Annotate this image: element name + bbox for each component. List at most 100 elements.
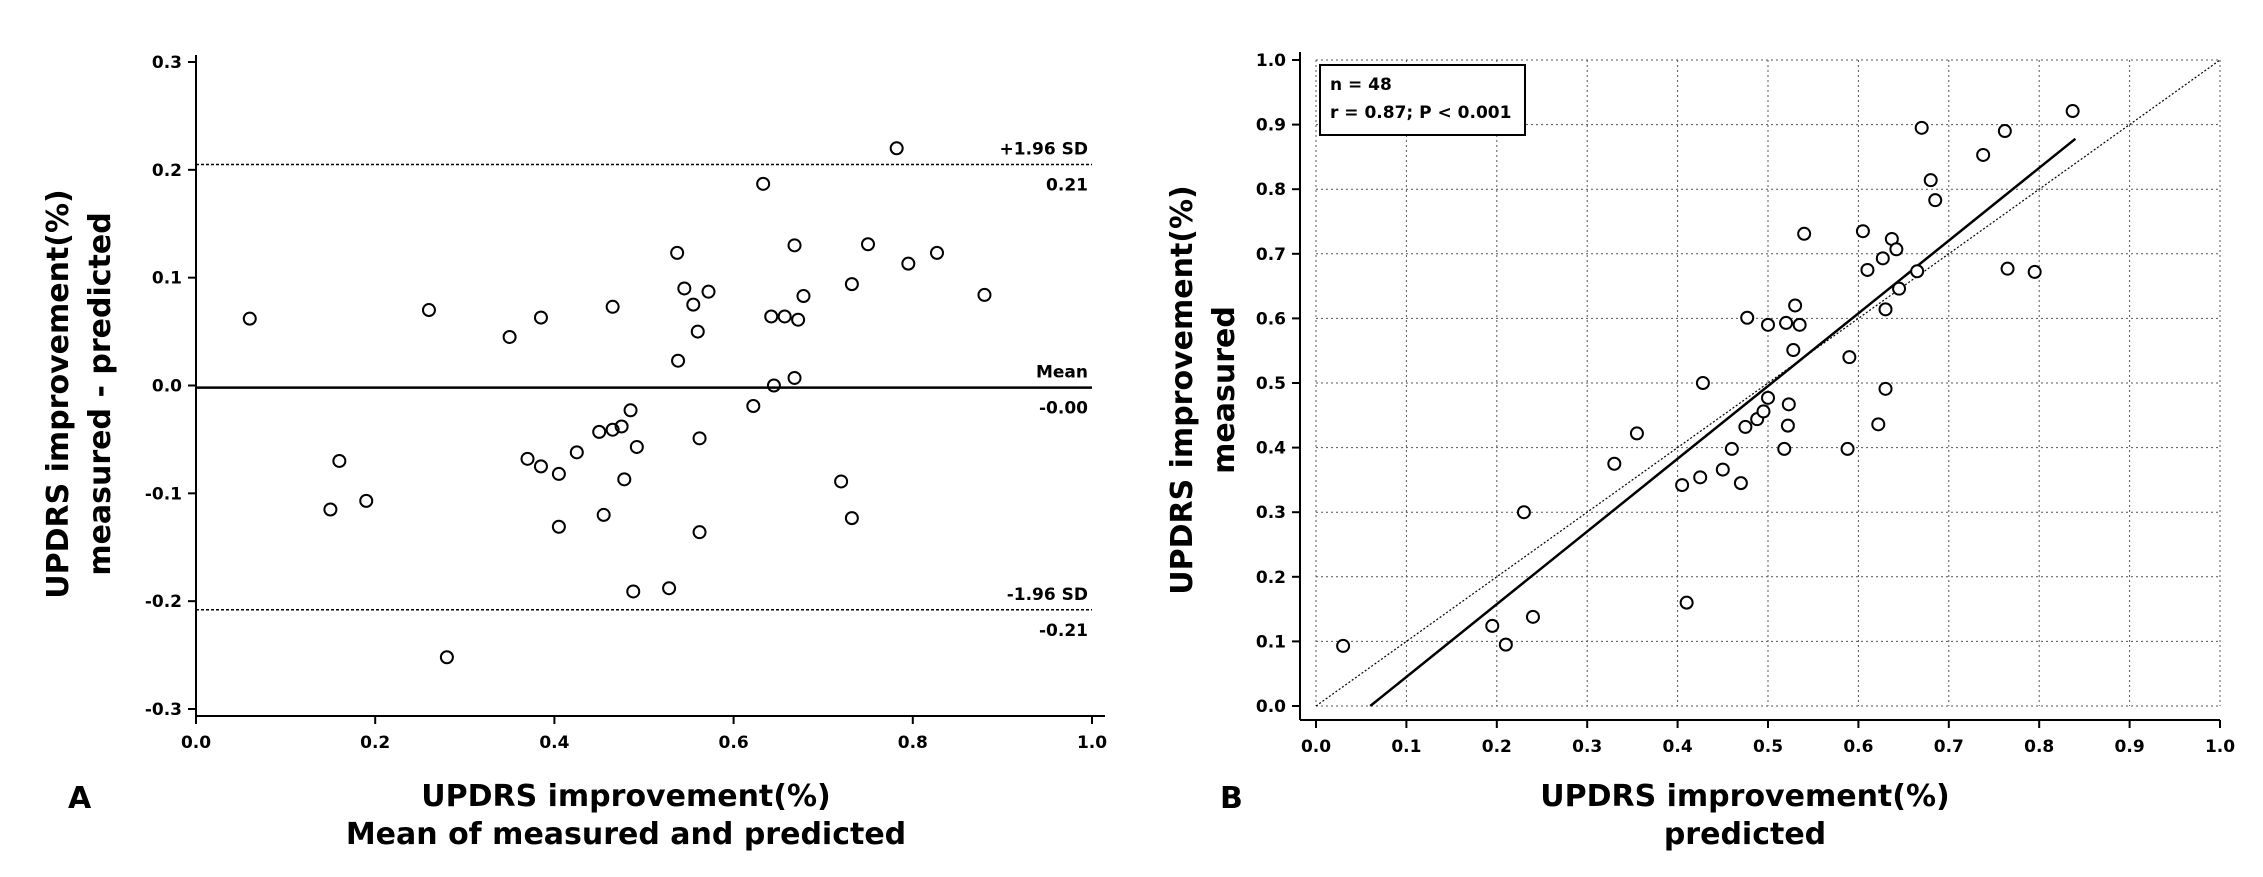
- panel-a-data-point: [861, 237, 875, 252]
- panel-a-data-point: [787, 238, 802, 253]
- panel-a-data-point: [929, 245, 944, 260]
- panel-b-data-point: [1525, 609, 1540, 624]
- panel-a-data-point: [551, 466, 566, 481]
- panel-b-data-point: [1629, 426, 1644, 441]
- panel-b-label: B: [1220, 781, 1243, 816]
- panel-a-data-point: [421, 303, 436, 318]
- panel-b-y-tick-label: 0.8: [1256, 180, 1286, 200]
- panel-a-data-point: [977, 287, 992, 302]
- panel-a-y-tick-label: 0.0: [152, 377, 182, 397]
- panel-b-data-point: [1740, 310, 1755, 325]
- panel-a-data-point: [690, 324, 705, 339]
- panel-a-data-point: [686, 297, 701, 312]
- panel-b-x-tick-label: 1.0: [2205, 737, 2235, 757]
- panel-b-data-point: [2065, 104, 2080, 119]
- panel-a-x-tick-label: 0.0: [181, 733, 211, 753]
- panel-b-data-point: [1889, 242, 1904, 257]
- panel-b-data-point: [1679, 595, 1694, 610]
- panel-a-data-point: [844, 511, 859, 526]
- panel-b-data-point: [1756, 404, 1771, 419]
- panel-b-x-axis-title-line1: UPDRS improvement(%): [1540, 779, 1950, 814]
- panel-b-data-point: [1336, 638, 1351, 653]
- panel-b-data-point: [1761, 390, 1775, 405]
- panel-a-data-point: [764, 309, 779, 324]
- panel-b-data-point: [1892, 281, 1907, 296]
- panel-a-y-tick-label: 0.2: [152, 161, 182, 181]
- panel-a-data-point: [756, 176, 771, 191]
- panel-a-y-tick-label: -0.2: [145, 592, 182, 612]
- panel-b-data-point: [1840, 441, 1855, 456]
- panel-a-data-point: [439, 650, 454, 665]
- panel-b-data-point: [1779, 315, 1794, 330]
- panel-b-data-point: [1842, 350, 1857, 365]
- panel-a-data-point: [834, 474, 849, 489]
- panel-b-data-point: [1761, 317, 1775, 332]
- panel-a-data-point: [617, 472, 632, 487]
- panel-a-data-point: [677, 281, 692, 296]
- panel-b-data-point: [1777, 441, 1792, 456]
- panel-a-data-point: [791, 312, 806, 327]
- panel-a-x-tick-label: 1.0: [1077, 733, 1107, 753]
- panel-b-data-point: [1928, 193, 1943, 208]
- panel-a-data-point: [242, 311, 257, 326]
- panel-a-data-point: [629, 439, 644, 454]
- panel-b-data-point: [1792, 317, 1807, 332]
- panel-b-y-tick-label: 0.5: [1256, 374, 1286, 394]
- panel-a-data-point: [670, 245, 685, 260]
- panel-b-data-point: [1878, 381, 1893, 396]
- panel-b-data-point: [1855, 224, 1870, 239]
- panel-b-data-point: [1786, 343, 1801, 358]
- panel-b-data-point: [1733, 476, 1748, 491]
- panel-a-data-point: [323, 502, 338, 517]
- panel-a-x-axis-title-line1: UPDRS improvement(%): [421, 779, 831, 814]
- panel-b-data-point: [1875, 251, 1890, 266]
- panel-a-data-point: [533, 459, 548, 474]
- panel-b-data-point: [1871, 417, 1886, 432]
- panel-b-stats-r: r = 0.87; P < 0.001: [1330, 103, 1511, 123]
- panel-a-data-point: [332, 453, 347, 468]
- panel-a-y-axis-title-line1: UPDRS improvement(%): [41, 189, 76, 599]
- panel-a-label: A: [68, 781, 92, 816]
- panel-a-bland-altman-plot: 0.0 0.2 0.4 0.6 0.8 1.0 -0.3 -0.2 -0.1 0.0 0.1 0.2…: [41, 53, 1107, 852]
- panel-b-x-tick-label: 0.2: [1482, 737, 1512, 757]
- panel-a-y-axis-title-line2: measured - predicted: [83, 212, 118, 575]
- panel-b-x-tick-label: 0.4: [1663, 737, 1693, 757]
- panel-b-data-point: [1498, 637, 1513, 652]
- panel-b-data-point: [1976, 147, 1991, 162]
- panel-a-x-tick-label: 0.6: [719, 733, 749, 753]
- panel-a-data-point: [551, 519, 566, 534]
- panel-b-data-point: [1516, 505, 1531, 520]
- panel-b-data-point: [1738, 419, 1753, 434]
- panel-a-data-point: [777, 309, 792, 324]
- panel-a-data-point: [569, 445, 584, 460]
- panel-b-data-point: [1695, 376, 1710, 390]
- panel-a-data-point: [766, 378, 781, 393]
- panel-a-data-point: [796, 288, 811, 303]
- panel-a-data-point: [520, 451, 535, 466]
- panel-b-x-tick-label: 0.5: [1753, 737, 1783, 757]
- panel-b-y-tick-label: 0.1: [1256, 632, 1286, 652]
- panel-b-x-tick-label: 0.3: [1572, 737, 1602, 757]
- panel-b-data-point: [1693, 470, 1708, 485]
- panel-a-data-point: [626, 584, 641, 599]
- panel-a-data-point: [901, 256, 916, 271]
- panel-b-y-axis-title-line1: UPDRS improvement(%): [1165, 185, 1200, 595]
- panel-b-data-point: [1485, 618, 1500, 633]
- panel-a-data-point: [605, 422, 620, 437]
- panel-b-data-point: [1860, 262, 1875, 277]
- panel-b-y-tick-label: 0.2: [1256, 568, 1286, 588]
- panel-b-y-tick-label: 0.4: [1256, 439, 1286, 459]
- panel-a-data-point: [889, 141, 904, 156]
- panel-a-lower-loa-value: -0.21: [1039, 621, 1088, 641]
- panel-b-stats-n: n = 48: [1330, 75, 1392, 95]
- panel-a-data-point: [596, 507, 611, 522]
- panel-a-x-tick-label: 0.4: [539, 733, 569, 753]
- panel-a-data-point: [614, 419, 629, 434]
- panel-b-y-axis-title-line2: measured: [1207, 306, 1242, 474]
- panel-a-lower-loa-label: -1.96 SD: [1007, 585, 1088, 605]
- panel-a-data-point: [533, 310, 548, 325]
- panel-b-identity-line: [1315, 59, 2221, 707]
- panel-b-data-point: [1781, 397, 1796, 412]
- panel-b-data-point: [2000, 261, 2015, 276]
- panel-b-data-point: [1780, 418, 1795, 433]
